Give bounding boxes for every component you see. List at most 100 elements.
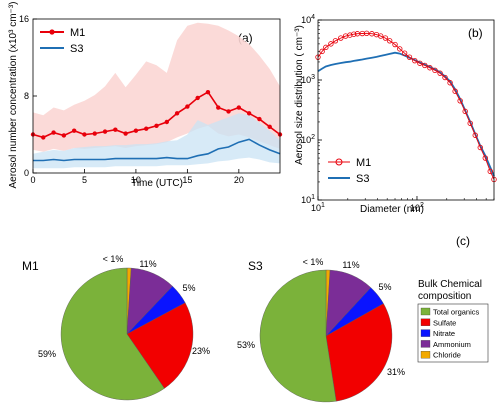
- panel-a-y-tick-label: 0: [24, 168, 29, 178]
- pie-label-ammonium: 11%: [139, 259, 156, 269]
- s3-series-line: [33, 138, 281, 162]
- m1-size-point: [437, 70, 443, 76]
- panel-a-x-axis-label: Time (UTC): [131, 178, 183, 189]
- panel-c-composition: (c) M1 S3 Bulk Chemical composition 59% 2…: [22, 234, 489, 403]
- m1-data-point: [154, 123, 159, 129]
- legend-c-title-line2: composition: [418, 291, 471, 302]
- m1-data-point: [205, 89, 211, 95]
- legend-label-sulfate: Sulfate: [433, 318, 456, 327]
- m1-size-point: [452, 88, 458, 94]
- legend-swatch-total-organics: [420, 307, 431, 316]
- panel-a-x-tick-label: 15: [182, 175, 192, 185]
- m1-size-point: [382, 35, 389, 41]
- s3-size-line: [317, 51, 495, 177]
- m1-data-point: [61, 133, 67, 138]
- m1-data-point: [216, 105, 221, 110]
- m1-size-point: [363, 30, 370, 37]
- panel-b-x-tick-label: 101: [311, 202, 325, 213]
- legend-m1-marker: [49, 29, 55, 35]
- m1-size-point: [442, 74, 448, 81]
- pie-label-sulfate: 31%: [387, 367, 405, 377]
- pie-label-sulfate: 23%: [192, 346, 210, 356]
- pie-s3: 53% 31% 5% 11% < 1%: [237, 257, 405, 403]
- m1-size-point: [412, 57, 418, 64]
- legend-label-nitrate: Nitrate: [433, 329, 455, 338]
- m1-data-point: [267, 124, 272, 129]
- legend-swatch-nitrate: [420, 329, 431, 337]
- panel-b-y-tick-label: 101: [301, 194, 315, 205]
- s3-variability-band: [33, 113, 280, 169]
- panel-a-x-tick-label: 5: [82, 175, 87, 185]
- legend-swatch-sulfate: [420, 318, 431, 326]
- panel-b-y-tick-label: 102: [301, 134, 315, 145]
- panel-a-x-tick-label: 10: [131, 175, 141, 185]
- legend-label-chloride: Chloride: [433, 351, 461, 360]
- m1-size-point: [332, 38, 339, 44]
- pie-label-nitrate: 5%: [378, 282, 391, 292]
- m1-size-point: [427, 65, 433, 71]
- m1-data-point: [257, 116, 262, 122]
- panel-a-y-tick-label: 8: [24, 91, 29, 101]
- m1-size-point: [338, 35, 344, 41]
- m1-data-point: [246, 111, 252, 116]
- m1-size-point: [401, 50, 408, 56]
- panel-b-y-tick-label: 104: [301, 14, 315, 25]
- pie-slice-total-organics: [60, 267, 165, 401]
- m1-data-point: [41, 135, 46, 140]
- m1-size-point: [487, 168, 493, 175]
- m1-variability-band: [33, 22, 280, 152]
- m1-size-point: [406, 54, 413, 60]
- pie-label-total-organics: 59%: [38, 349, 56, 359]
- panel-c-label: (c): [456, 234, 470, 248]
- legend-label-ammonium: Ammonium: [433, 340, 471, 349]
- m1-data-point: [123, 131, 128, 136]
- m1-data-point: [92, 131, 97, 136]
- m1-data-point: [174, 111, 180, 116]
- m1-size-point: [378, 33, 384, 39]
- m1-data-point: [226, 109, 231, 114]
- pie-label-chloride: < 1%: [103, 254, 124, 264]
- pie-label-nitrate: 5%: [182, 283, 195, 293]
- legend-b-s3-label: S3: [356, 173, 369, 185]
- panel-b-x-axis-label: Diameter (nm): [360, 204, 424, 215]
- panel-a-timeseries: Aerosol number concentration (x10³ cm⁻³)…: [8, 1, 283, 189]
- legend-b-m1-label: M1: [356, 157, 371, 169]
- m1-data-point: [102, 129, 108, 134]
- m1-data-point: [164, 119, 169, 125]
- pie-m1-title: M1: [22, 259, 39, 273]
- m1-data-point: [133, 128, 139, 133]
- panel-b-label: (b): [468, 26, 483, 40]
- m1-size-point: [462, 108, 468, 115]
- m1-size-point: [417, 60, 423, 66]
- m1-size-point: [432, 67, 438, 74]
- m1-size-point: [323, 44, 329, 51]
- legend-c-title-line1: Bulk Chemical: [418, 279, 482, 290]
- pie-label-ammonium: 11%: [342, 260, 359, 270]
- m1-size-point: [482, 155, 488, 161]
- panel-a-y-tick-label: 16: [19, 14, 29, 24]
- m1-size-point: [457, 98, 463, 104]
- m1-data-point: [195, 95, 200, 101]
- m1-size-line: [317, 32, 495, 180]
- m1-size-point: [472, 132, 478, 138]
- pie-label-total-organics: 53%: [237, 340, 255, 350]
- legend-m1-label: M1: [70, 27, 85, 39]
- m1-data-point: [82, 132, 87, 137]
- pie-slice-sulfate: [126, 302, 194, 389]
- pie-s3-title: S3: [248, 259, 263, 273]
- m1-size-point: [397, 46, 403, 52]
- legend-label-total-organics: Total organics: [433, 308, 480, 317]
- m1-data-point: [113, 127, 118, 132]
- m1-data-point: [236, 105, 242, 110]
- m1-data-point: [71, 128, 77, 133]
- panel-b-x-tick-label: 102: [410, 202, 424, 213]
- legend-b-m1-marker: [335, 158, 343, 166]
- legend-swatch-chloride: [420, 351, 431, 359]
- pie-slice-sulfate: [325, 303, 393, 402]
- m1-data-point: [185, 104, 190, 109]
- m1-size-point: [392, 41, 398, 48]
